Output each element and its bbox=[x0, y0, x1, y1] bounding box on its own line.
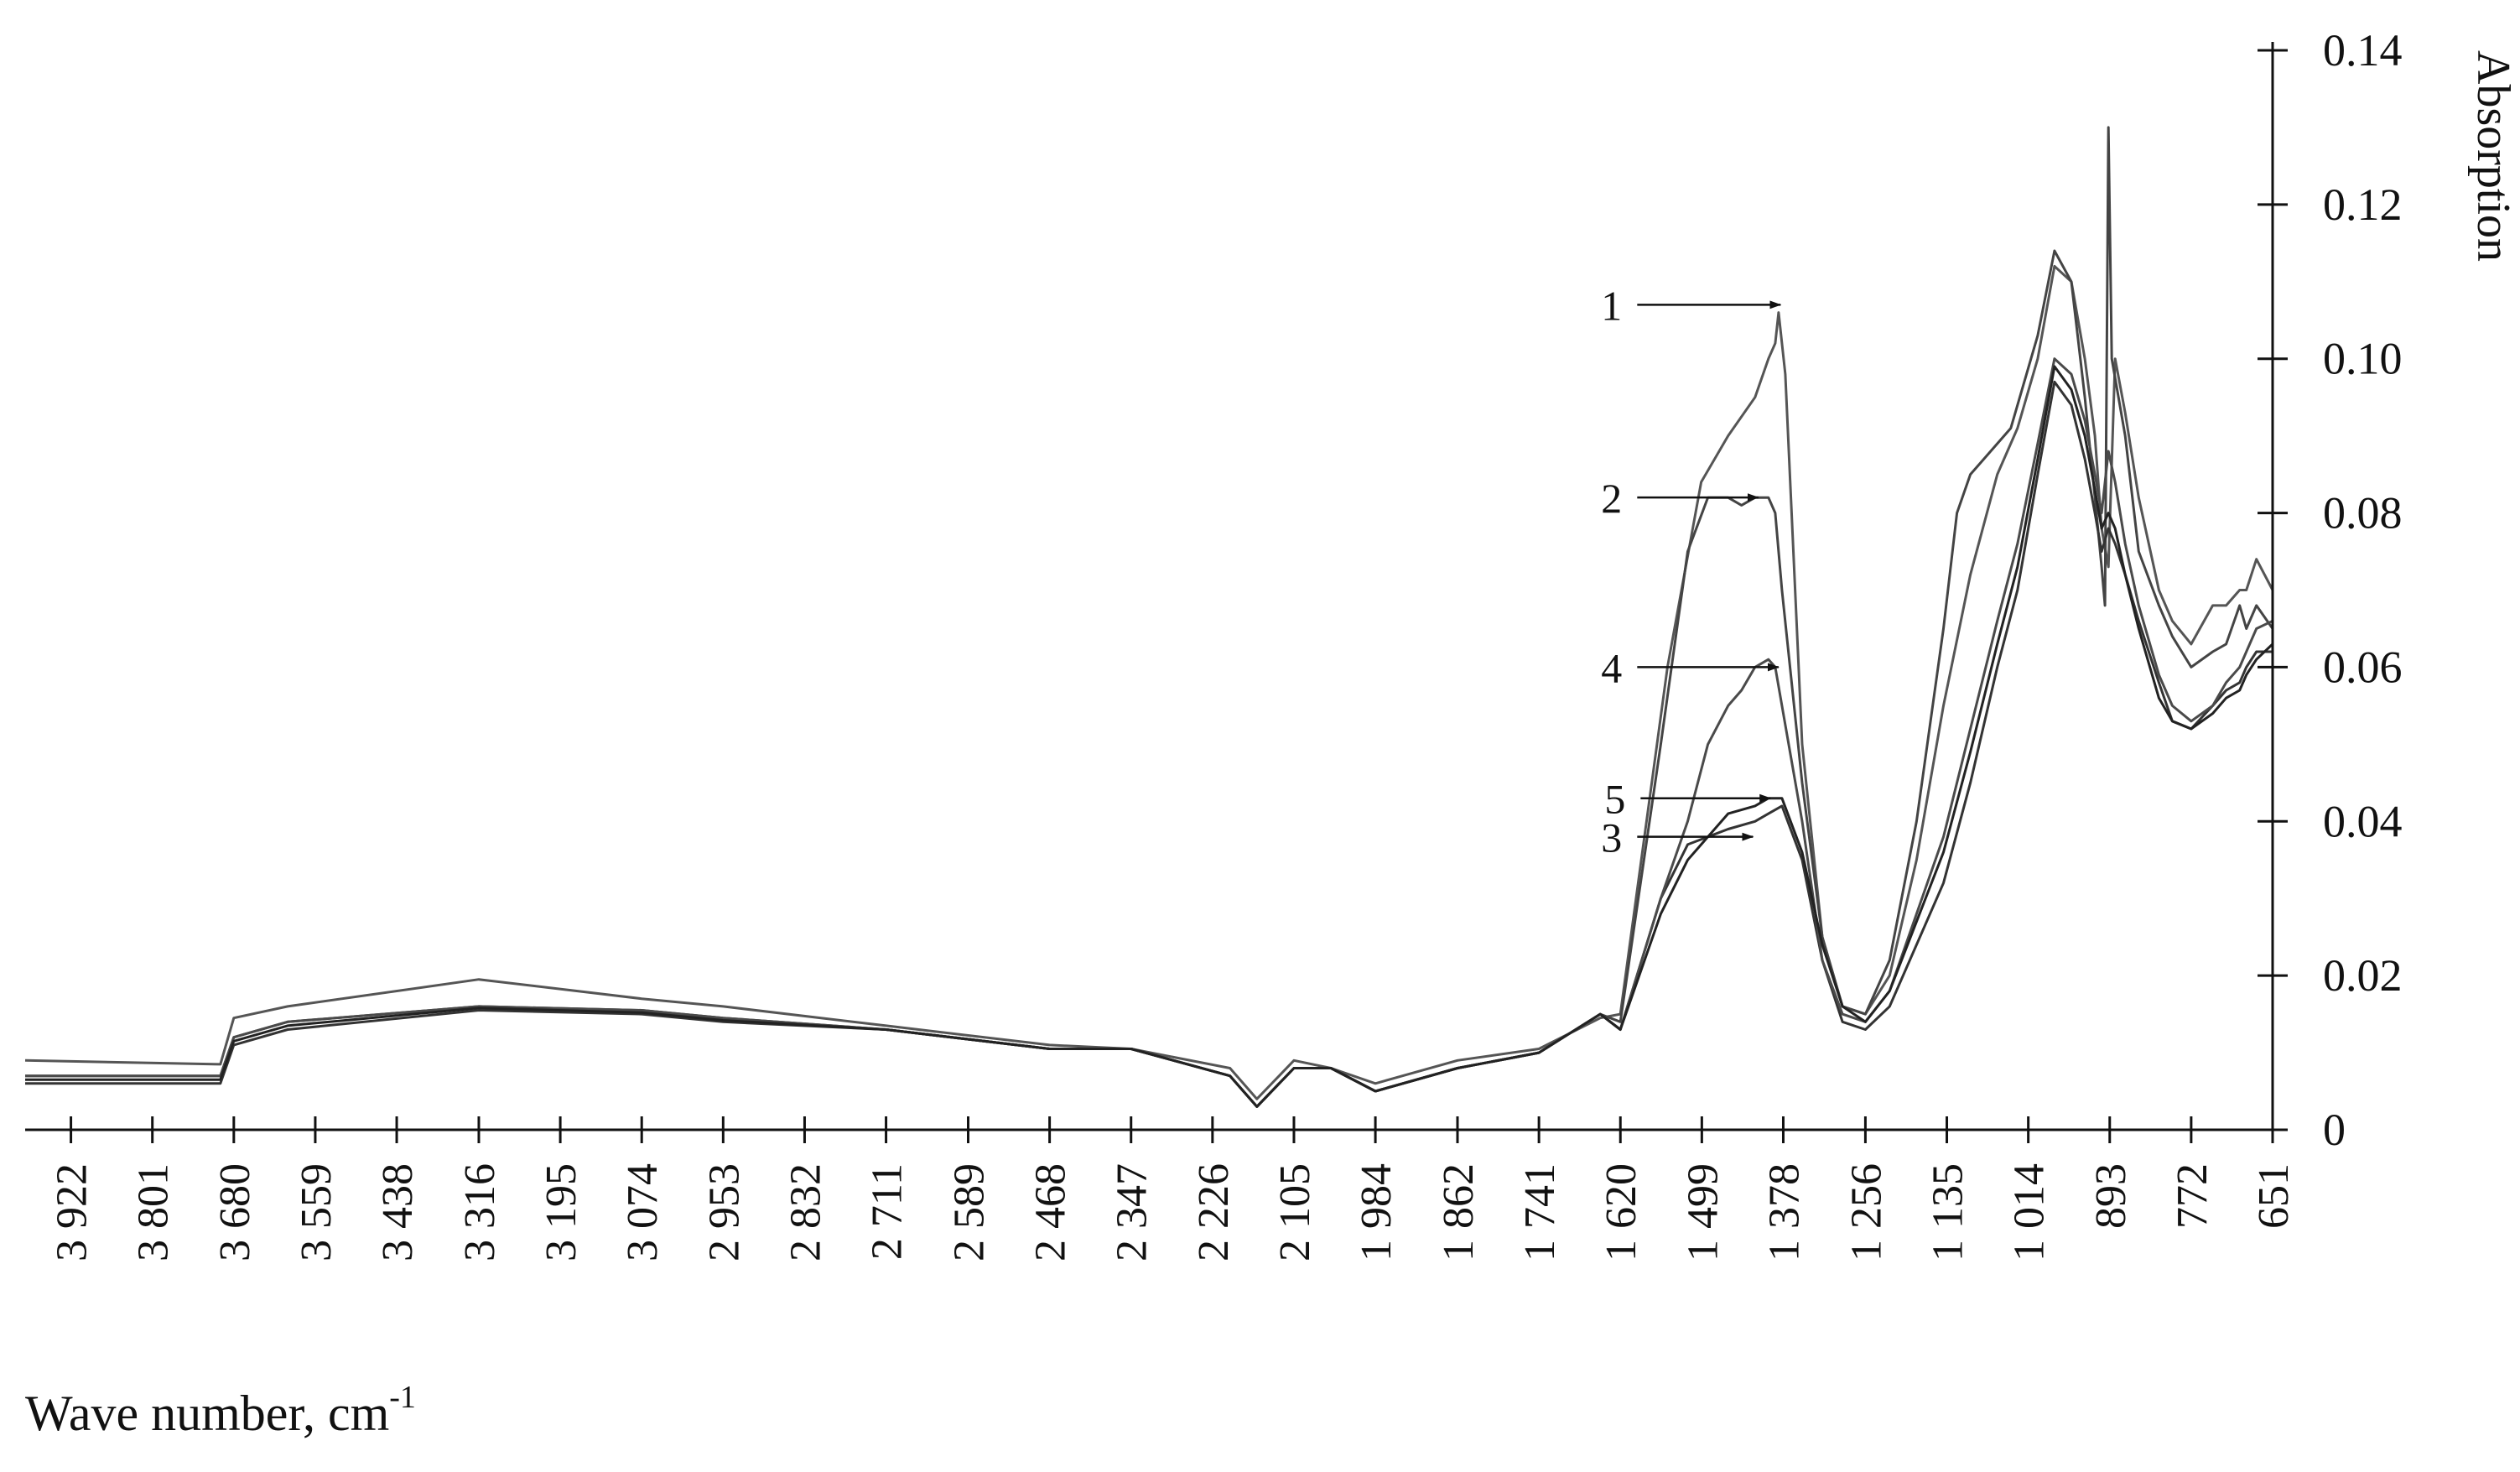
y-tick-label: 0 bbox=[2323, 1105, 2346, 1155]
x-tick-label: 2 347 bbox=[1109, 1163, 1156, 1261]
x-tick-label: 1 256 bbox=[1842, 1163, 1890, 1261]
x-tick-label: 3 195 bbox=[538, 1163, 585, 1261]
x-tick-label: 2 105 bbox=[1271, 1163, 1319, 1261]
x-tick-label: 3 438 bbox=[374, 1163, 422, 1261]
y-tick-label: 0.02 bbox=[2323, 950, 2403, 1001]
annotation-label-4: 4 bbox=[1601, 644, 1622, 691]
x-tick-label: 893 bbox=[2087, 1163, 2135, 1229]
x-tick-label: 1 378 bbox=[1760, 1163, 1808, 1261]
annotation-label-5: 5 bbox=[1604, 776, 1625, 823]
x-tick-label: 2 953 bbox=[700, 1163, 748, 1261]
y-tick-label: 0.06 bbox=[2323, 642, 2403, 692]
x-tick-label: 2 226 bbox=[1190, 1163, 1238, 1261]
x-tick-label: 1 135 bbox=[1925, 1163, 1972, 1261]
axes-layer: 3 922 3 801 3 680 3 559 3 438 3 316 3 195 3 074… bbox=[25, 25, 2403, 1261]
x-tick-label: 1 499 bbox=[1679, 1163, 1727, 1261]
annotation-label-2: 2 bbox=[1601, 475, 1622, 522]
y-tick-label: 0.14 bbox=[2323, 25, 2403, 75]
x-tick-label: 3 680 bbox=[211, 1163, 259, 1261]
x-axis-label-text: Wave number, cm bbox=[25, 1386, 390, 1441]
x-tick-label: 2 468 bbox=[1027, 1163, 1075, 1261]
x-tick-label: 2 832 bbox=[782, 1163, 829, 1261]
y-axis-label: Absorption bbox=[2467, 50, 2519, 262]
x-tick-label: 1 014 bbox=[2006, 1163, 2054, 1261]
x-tick-label: 3 316 bbox=[456, 1163, 504, 1261]
series-line-5 bbox=[25, 365, 2274, 1108]
y-tick-label: 0.10 bbox=[2323, 334, 2403, 384]
annotation-label-3: 3 bbox=[1601, 814, 1622, 861]
y-tick-label: 0.12 bbox=[2323, 179, 2403, 230]
x-tick-label: 1 620 bbox=[1598, 1163, 1645, 1261]
x-tick-label: 2 711 bbox=[864, 1163, 912, 1260]
x-tick-label: 3 559 bbox=[293, 1163, 340, 1261]
series-line-4 bbox=[25, 357, 2273, 1108]
x-tick-label: 2 589 bbox=[945, 1163, 993, 1261]
annotation-layer: 1 2 4 53 bbox=[1601, 282, 1782, 861]
x-tick-label: 1 741 bbox=[1516, 1163, 1564, 1261]
y-tick-label: 0.08 bbox=[2323, 488, 2403, 538]
x-axis-label-exponent: -1 bbox=[389, 1380, 416, 1415]
x-tick-label: 1 862 bbox=[1435, 1163, 1483, 1261]
series-line-2 bbox=[25, 126, 2274, 1108]
x-axis-label: Wave number, cm-1 bbox=[25, 1380, 416, 1443]
x-tick-label: 772 bbox=[2169, 1163, 2216, 1229]
annotation-label-1: 1 bbox=[1601, 282, 1622, 329]
x-tick-label: 3 074 bbox=[619, 1163, 667, 1261]
y-tick-label: 0.04 bbox=[2323, 796, 2403, 846]
x-tick-label: 651 bbox=[2250, 1163, 2298, 1229]
x-tick-label: 3 922 bbox=[49, 1163, 96, 1261]
x-tick-label: 3 801 bbox=[130, 1163, 178, 1261]
x-tick-label: 1 984 bbox=[1353, 1163, 1400, 1261]
series-layer bbox=[24, 126, 2274, 1108]
